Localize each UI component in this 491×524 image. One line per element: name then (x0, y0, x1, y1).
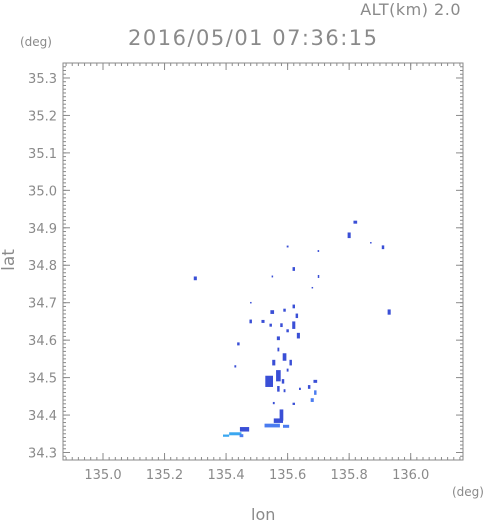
x-tick-label: 135.6 (269, 468, 306, 483)
echo-cell (269, 323, 272, 327)
echo-cell (271, 275, 274, 278)
y-tick-label: 34.3 (28, 447, 57, 462)
echo-cell (261, 319, 265, 323)
echo-cell (229, 432, 242, 436)
x-tick-label: 135.2 (146, 468, 183, 483)
x-tick-label: 136.0 (392, 468, 429, 483)
y-axis-unit: (deg) (20, 35, 52, 49)
echo-cell (283, 389, 286, 393)
y-tick-label: 35.3 (28, 72, 57, 87)
echo-cell (281, 379, 285, 384)
plot-frame (62, 62, 464, 461)
echo-cell (307, 385, 311, 389)
echo-cell (370, 242, 372, 244)
x-tick-label: 135.4 (207, 468, 244, 483)
echo-cell (234, 365, 237, 368)
y-tick-label: 35.2 (28, 109, 57, 124)
y-tick-label: 34.5 (28, 372, 57, 387)
echo-cell (311, 286, 314, 289)
echo-cell (282, 353, 287, 361)
echo-cell (313, 379, 318, 383)
y-tick-label: 35.1 (28, 147, 57, 162)
echo-cell (347, 232, 351, 239)
echo-cell (276, 370, 281, 382)
echo-cell (237, 342, 240, 346)
echo-cells (193, 220, 391, 438)
echo-cell (292, 402, 295, 405)
echo-cell (249, 319, 252, 324)
echo-cell (223, 434, 230, 437)
echo-cell (283, 424, 290, 428)
echo-cell (277, 347, 280, 352)
echo-cell (296, 332, 300, 339)
echo-cell (279, 409, 284, 421)
echo-cell (272, 401, 275, 405)
echo-cell (286, 329, 289, 333)
echo-cell (292, 321, 296, 329)
y-tick-label: 34.7 (28, 297, 57, 312)
echo-cell (317, 274, 320, 278)
echo-cell (292, 304, 295, 309)
echo-cell (239, 427, 250, 432)
echo-cell (292, 267, 295, 271)
echo-cell (286, 245, 289, 248)
echo-cell (295, 313, 299, 319)
x-tick-label: 135.8 (331, 468, 368, 483)
echo-cell (289, 359, 292, 366)
y-tick-label: 34.4 (28, 409, 57, 424)
echo-cell (270, 310, 275, 314)
echo-cell (314, 390, 317, 395)
x-axis-label: lon (251, 505, 276, 524)
echo-cell (272, 359, 276, 366)
echo-cell (265, 375, 273, 387)
echo-cell (280, 323, 283, 328)
y-tick-label: 35.0 (28, 184, 57, 199)
echo-cell (250, 301, 252, 304)
echo-cell (381, 245, 385, 250)
altitude-label: ALT(km) 2.0 (360, 0, 461, 19)
echo-cell (239, 434, 244, 438)
echo-cell (317, 250, 320, 252)
y-tick-label: 34.6 (28, 334, 57, 349)
chart-title-timestamp: 2016/05/01 07:36:15 (128, 26, 379, 50)
echo-cell (387, 309, 391, 315)
y-tick-label: 34.8 (28, 259, 57, 274)
echo-cell (276, 336, 280, 341)
x-tick-label: 135.0 (84, 468, 121, 483)
echo-cell (264, 423, 280, 428)
echo-cell (310, 398, 314, 402)
echo-cell (193, 276, 197, 281)
echo-cell (353, 220, 358, 224)
echo-cell (273, 418, 283, 423)
x-axis-unit: (deg) (452, 485, 484, 499)
y-tick-label: 34.9 (28, 222, 57, 237)
axis-ticks: 135.0 135.2 135.4 135.6 135.8 136.0 34.3 34.4 34… (28, 62, 463, 483)
echo-cell (299, 387, 301, 390)
echo-cell (286, 368, 289, 372)
echo-cell (283, 308, 286, 312)
echo-cell (277, 386, 280, 392)
